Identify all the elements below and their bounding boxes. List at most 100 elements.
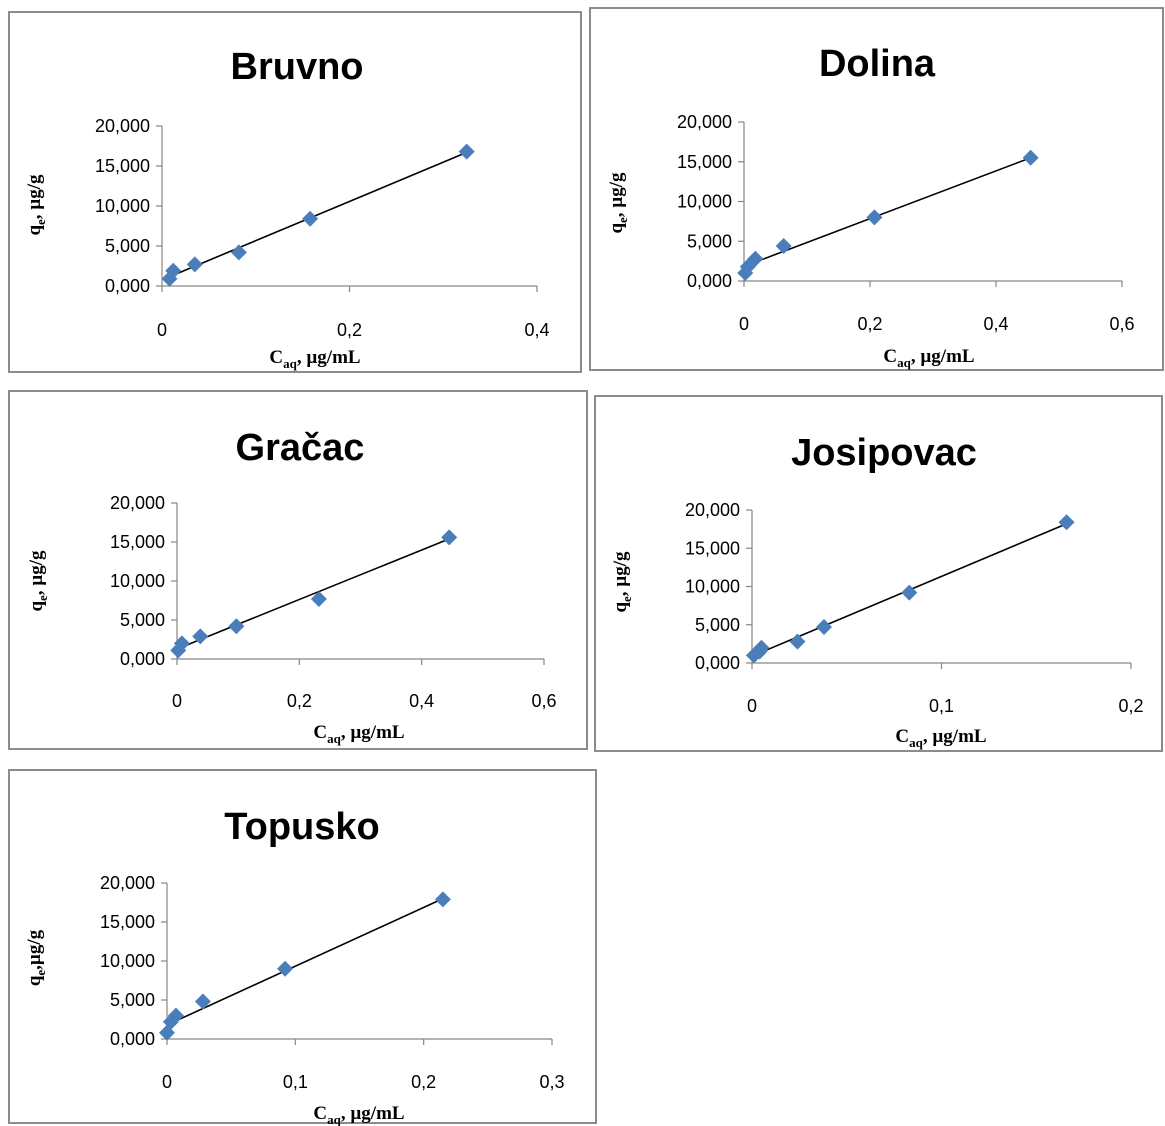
x-tick-label: 0,2 xyxy=(857,314,882,334)
y-tick-label: 0,000 xyxy=(120,649,165,669)
y-tick-label: 0,000 xyxy=(105,276,150,296)
x-tick-label: 0,2 xyxy=(287,691,312,711)
y-tick-label: 20,000 xyxy=(95,116,150,136)
chart-panel-josipovac: Josipovac 0,000 5,000 10,000 15,000 20,000 0 0,… xyxy=(594,395,1163,752)
data-point xyxy=(310,590,327,607)
data-point xyxy=(277,960,294,977)
x-tick-label: 0 xyxy=(172,691,182,711)
y-tick-label: 10,000 xyxy=(110,571,165,591)
chart-panel-topusko: Topusko 0,000 5,000 10,000 15,000 20,000 0 0,1 0… xyxy=(8,769,597,1126)
chart-title: Dolina xyxy=(819,43,936,85)
y-tick-label: 5,000 xyxy=(695,615,740,635)
data-point xyxy=(753,639,770,656)
chart-svg: Topusko 0,000 5,000 10,000 15,000 20,000 0 0,1 0… xyxy=(24,806,565,1126)
y-tick-label: 10,000 xyxy=(677,192,732,212)
y-tick-label: 10,000 xyxy=(95,196,150,216)
data-point xyxy=(165,262,182,279)
x-axis-label: Caq, µg/mL xyxy=(313,1103,404,1126)
data-point xyxy=(230,244,247,261)
trendline xyxy=(744,157,1031,267)
x-tick-label: 0,6 xyxy=(1109,314,1134,334)
y-tick-label: 5,000 xyxy=(120,610,165,630)
x-tick-label: 0,2 xyxy=(1118,696,1143,716)
chart-title: Bruvno xyxy=(231,46,364,88)
data-point xyxy=(434,891,451,908)
chart-title: Topusko xyxy=(224,806,380,848)
x-axis-label: Caq, µg/mL xyxy=(895,726,986,750)
x-tick-label: 0,6 xyxy=(531,691,556,711)
y-tick-label: 20,000 xyxy=(100,873,155,893)
x-tick-label: 0,2 xyxy=(411,1072,436,1092)
data-point xyxy=(789,633,806,650)
y-axis-label: qe, µg/g xyxy=(24,174,48,236)
chart-panel-bruvno: Bruvno 0,000 5,000 10,000 15,000 20,000 0 0,2 0,… xyxy=(8,11,582,373)
data-point xyxy=(186,256,203,273)
y-tick-label: 5,000 xyxy=(687,231,732,251)
y-tick-label: 10,000 xyxy=(685,577,740,597)
data-point xyxy=(167,1007,184,1024)
y-axis-label: qe, µg/g xyxy=(610,551,634,613)
y-tick-label: 20,000 xyxy=(677,112,732,132)
trendline xyxy=(166,897,444,1026)
chart-svg: Gračac 0,000 5,000 10,000 15,000 20,000 0 0,2 0,… xyxy=(26,427,557,746)
trendline xyxy=(169,151,467,278)
x-axis-label: Caq, µg/mL xyxy=(269,347,360,371)
y-tick-label: 10,000 xyxy=(100,951,155,971)
data-point xyxy=(228,618,245,635)
data-point xyxy=(737,265,754,282)
y-tick-label: 15,000 xyxy=(95,156,150,176)
data-point xyxy=(302,210,319,227)
x-tick-label: 0,4 xyxy=(409,691,434,711)
chart-panel-gracac: Gračac 0,000 5,000 10,000 15,000 20,000 0 0,2 0,… xyxy=(8,390,588,750)
x-tick-label: 0,1 xyxy=(929,696,954,716)
chart-svg: Bruvno 0,000 5,000 10,000 15,000 20,000 0 0,2 0,… xyxy=(24,46,550,371)
x-tick-label: 0 xyxy=(739,314,749,334)
x-tick-label: 0 xyxy=(157,320,167,340)
y-tick-label: 15,000 xyxy=(100,912,155,932)
x-tick-label: 0,3 xyxy=(539,1072,564,1092)
chart-title: Gračac xyxy=(236,427,365,469)
y-tick-label: 15,000 xyxy=(677,152,732,172)
data-point xyxy=(745,647,762,664)
data-point xyxy=(901,584,918,601)
y-tick-label: 5,000 xyxy=(110,990,155,1010)
data-point xyxy=(1022,149,1039,166)
chart-svg: Dolina 0,000 5,000 10,000 15,000 20,000 0 0,2 0,… xyxy=(606,43,1135,370)
y-axis-label: qe, µg/g xyxy=(26,550,50,612)
data-point xyxy=(739,258,756,275)
data-point xyxy=(775,238,792,255)
x-tick-label: 0 xyxy=(747,696,757,716)
data-point xyxy=(162,1013,179,1030)
trendline xyxy=(177,538,450,650)
y-tick-label: 0,000 xyxy=(695,653,740,673)
y-tick-label: 20,000 xyxy=(110,493,165,513)
data-point xyxy=(866,209,883,226)
x-axis-label: Caq, µg/mL xyxy=(883,346,974,370)
y-tick-label: 0,000 xyxy=(687,271,732,291)
chart-panel-dolina: Dolina 0,000 5,000 10,000 15,000 20,000 0 0,2 0,… xyxy=(589,7,1164,371)
x-tick-label: 0,1 xyxy=(283,1072,308,1092)
y-tick-label: 20,000 xyxy=(685,500,740,520)
y-tick-label: 15,000 xyxy=(110,532,165,552)
data-point xyxy=(1058,514,1075,531)
y-axis-label: qe, µg/g xyxy=(606,172,630,234)
x-tick-label: 0,4 xyxy=(524,320,549,340)
x-tick-label: 0,4 xyxy=(983,314,1008,334)
y-tick-label: 0,000 xyxy=(110,1029,155,1049)
data-point xyxy=(173,635,190,652)
data-point xyxy=(458,143,475,160)
data-point xyxy=(194,993,211,1010)
data-point xyxy=(816,619,833,636)
data-point xyxy=(441,529,458,546)
x-axis-label: Caq, µg/mL xyxy=(313,722,404,746)
y-tick-label: 5,000 xyxy=(105,236,150,256)
chart-svg: Josipovac 0,000 5,000 10,000 15,000 20,000 0 0,… xyxy=(610,432,1144,750)
x-tick-label: 0 xyxy=(162,1072,172,1092)
y-tick-label: 15,000 xyxy=(685,538,740,558)
data-point xyxy=(747,250,764,267)
data-point xyxy=(192,628,209,645)
data-point xyxy=(170,642,187,659)
y-axis-label: qe,µg/g xyxy=(24,929,48,986)
chart-title: Josipovac xyxy=(791,432,977,474)
x-tick-label: 0,2 xyxy=(337,320,362,340)
